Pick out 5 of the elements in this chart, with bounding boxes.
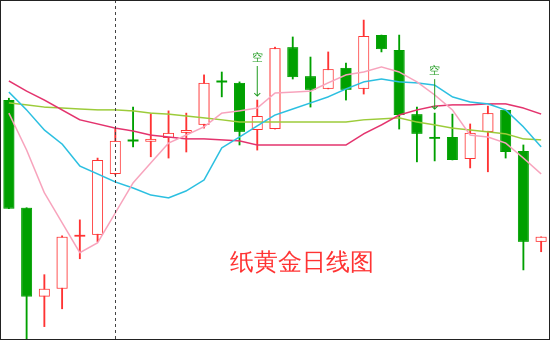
- annotation: 空: [429, 64, 440, 77]
- candlestick: [128, 106, 139, 148]
- candlestick: [38, 274, 50, 327]
- text: 纸黄金日线图: [230, 247, 374, 278]
- annotation: 空: [252, 50, 263, 64]
